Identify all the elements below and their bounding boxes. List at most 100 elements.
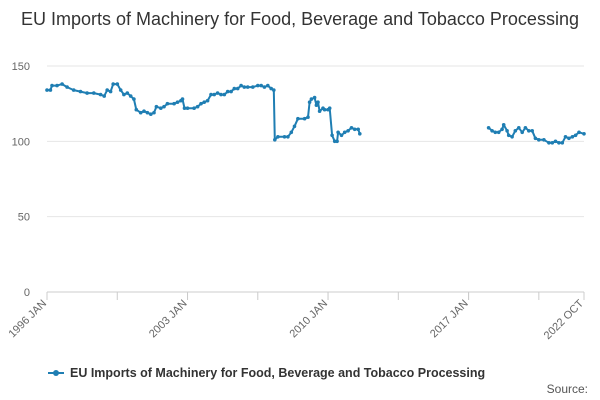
data-point bbox=[533, 136, 538, 141]
data-point bbox=[336, 130, 340, 135]
chart-title: EU Imports of Machinery for Food, Bevera… bbox=[21, 9, 579, 29]
data-point bbox=[500, 127, 504, 132]
data-point bbox=[322, 107, 327, 112]
data-point bbox=[50, 83, 54, 88]
data-point bbox=[152, 110, 156, 115]
data-point bbox=[523, 126, 528, 130]
data-point bbox=[225, 89, 230, 94]
data-point bbox=[149, 112, 153, 116]
data-point bbox=[132, 97, 136, 101]
data-point bbox=[358, 132, 362, 136]
data-point bbox=[175, 100, 180, 104]
x-tick-label: 1996 JAN bbox=[6, 298, 49, 341]
data-point bbox=[567, 136, 571, 141]
data-point bbox=[259, 83, 264, 88]
data-point bbox=[314, 103, 319, 107]
data-point bbox=[215, 91, 220, 95]
data-point bbox=[542, 138, 546, 142]
x-tick-label: 2003 JAN bbox=[147, 298, 190, 341]
data-point bbox=[327, 106, 332, 110]
data-point bbox=[219, 92, 223, 97]
y-tick-label: 50 bbox=[18, 212, 30, 224]
data-point bbox=[282, 135, 287, 139]
data-point bbox=[356, 127, 361, 132]
data-point bbox=[105, 88, 109, 92]
data-point bbox=[205, 98, 210, 103]
data-point bbox=[302, 116, 307, 121]
chart-legend[interactable]: EU Imports of Machinery for Food, Bevera… bbox=[48, 366, 485, 380]
data-point bbox=[65, 85, 69, 89]
data-point bbox=[547, 141, 551, 145]
data-point bbox=[162, 104, 166, 109]
data-point bbox=[239, 83, 243, 88]
data-point bbox=[199, 101, 203, 106]
data-point bbox=[92, 91, 96, 95]
data-point bbox=[537, 138, 541, 142]
data-point bbox=[78, 89, 83, 94]
data-point bbox=[235, 86, 240, 91]
data-point bbox=[262, 85, 267, 89]
data-point bbox=[496, 130, 501, 135]
data-point bbox=[142, 109, 146, 113]
data-point bbox=[128, 94, 133, 98]
data-point bbox=[111, 82, 115, 86]
data-point bbox=[122, 92, 126, 97]
data-point bbox=[505, 129, 509, 133]
data-point bbox=[289, 130, 294, 135]
x-tick-label: 2017 JAN bbox=[428, 298, 471, 341]
data-point bbox=[165, 101, 170, 106]
data-point bbox=[557, 141, 561, 145]
data-point bbox=[296, 116, 300, 121]
data-point bbox=[563, 135, 568, 139]
data-point bbox=[307, 100, 312, 104]
data-point bbox=[98, 92, 103, 97]
data-point bbox=[573, 133, 578, 138]
data-point bbox=[118, 88, 123, 92]
data-point bbox=[276, 135, 280, 139]
data-point bbox=[335, 139, 339, 144]
data-point bbox=[48, 88, 53, 92]
data-point bbox=[102, 94, 106, 98]
data-point bbox=[292, 124, 297, 129]
data-point bbox=[266, 83, 270, 88]
x-tick-label: 2022 OCT bbox=[542, 297, 587, 342]
data-point bbox=[317, 109, 322, 113]
data-point bbox=[349, 126, 354, 130]
legend-series-label: EU Imports of Machinery for Food, Bevera… bbox=[70, 366, 486, 380]
y-tick-label: 0 bbox=[24, 287, 30, 299]
data-point bbox=[222, 92, 227, 97]
data-point bbox=[501, 123, 506, 127]
data-point bbox=[45, 88, 49, 92]
source-label: Source: bbox=[546, 382, 588, 396]
data-point bbox=[138, 110, 143, 115]
data-point bbox=[55, 83, 59, 88]
data-point bbox=[85, 91, 89, 95]
data-point bbox=[330, 133, 334, 138]
data-point bbox=[486, 126, 491, 130]
data-point bbox=[115, 82, 120, 86]
data-point bbox=[309, 97, 314, 101]
data-point bbox=[251, 85, 255, 89]
data-point bbox=[306, 115, 310, 119]
data-point bbox=[316, 100, 320, 104]
data-point bbox=[560, 141, 565, 145]
data-point bbox=[195, 104, 200, 109]
data-point bbox=[527, 129, 531, 133]
x-tick-label: 2010 JAN bbox=[288, 298, 331, 341]
data-point bbox=[125, 91, 130, 95]
data-point bbox=[517, 126, 521, 130]
data-point bbox=[229, 89, 233, 94]
data-point bbox=[71, 88, 76, 92]
legend-series-swatch bbox=[48, 370, 64, 376]
data-point bbox=[520, 130, 524, 135]
data-point bbox=[172, 101, 176, 106]
data-point bbox=[154, 104, 159, 109]
y-tick-label: 100 bbox=[12, 136, 30, 148]
data-point bbox=[182, 106, 187, 110]
data-point bbox=[577, 130, 581, 135]
series-line bbox=[487, 123, 585, 144]
data-point bbox=[312, 95, 317, 100]
data-point bbox=[212, 92, 216, 97]
data-point bbox=[553, 139, 558, 144]
data-point bbox=[242, 85, 247, 89]
